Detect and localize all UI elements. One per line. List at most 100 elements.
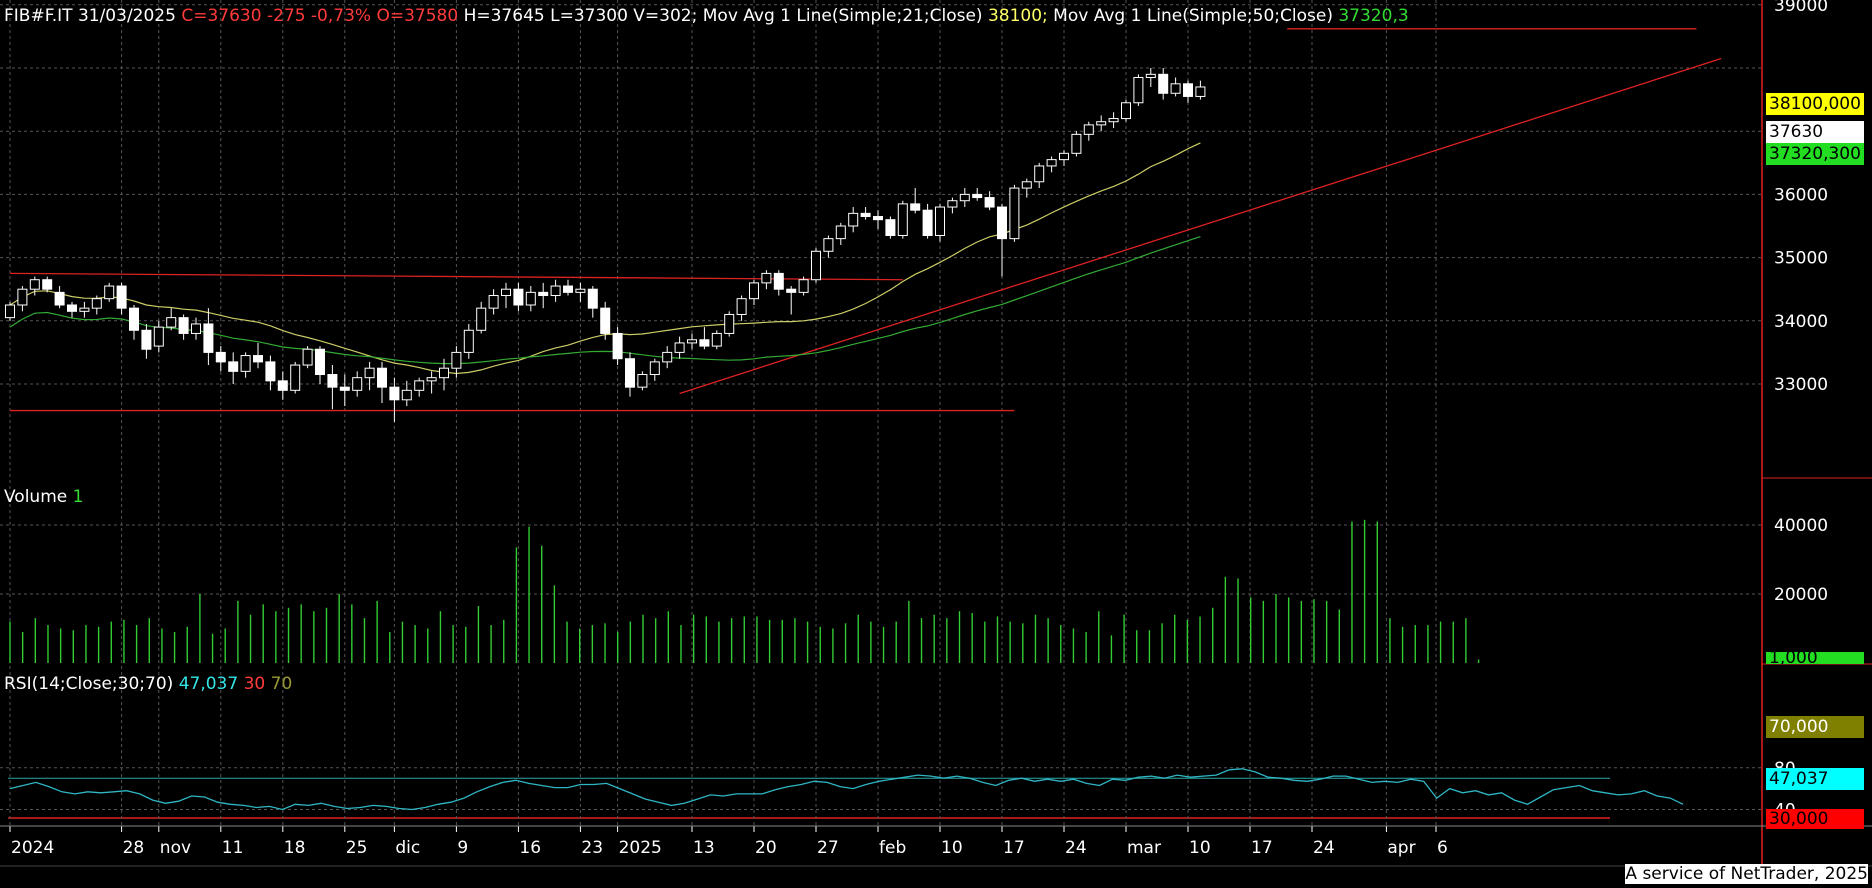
- quote-values: C=37630 -275 -0,73% O=37580: [181, 6, 459, 26]
- volume-header: Volume 1: [4, 487, 83, 507]
- candle-body: [1071, 133, 1082, 154]
- date-label: 24: [1313, 838, 1335, 858]
- candle-body: [228, 361, 239, 372]
- candle-body: [79, 307, 90, 312]
- date-label: 20: [755, 838, 777, 858]
- date-label: 24: [1065, 838, 1087, 858]
- footer-credit: A service of NetTrader, 2025: [1625, 864, 1868, 884]
- price-tick-label: 33000: [1774, 375, 1828, 395]
- hlv-values: H=37645 L=37300 V=302;: [463, 6, 698, 26]
- rsi-line: [9, 768, 1684, 811]
- candle-body: [724, 313, 735, 334]
- date-label: apr: [1387, 838, 1415, 858]
- candle-body: [1195, 86, 1206, 97]
- rsi-lo-level: 30: [243, 674, 266, 694]
- candle-body: [153, 326, 164, 347]
- candle-body: [885, 219, 896, 236]
- trend-line: [9, 272, 903, 281]
- candle-body: [364, 367, 375, 379]
- date-label: 10: [1189, 838, 1211, 858]
- candle-body: [191, 323, 201, 334]
- date-label: 28: [123, 838, 145, 858]
- candle-body: [811, 250, 821, 281]
- rsi-series-line: [9, 768, 1684, 811]
- rsi-value: 47,037: [178, 674, 239, 694]
- candle-body: [959, 193, 970, 202]
- candle-body: [550, 285, 561, 297]
- ma21-label: Mov Avg 1 Line(Simple;21;Close): [702, 6, 983, 26]
- candle-body: [798, 279, 809, 293]
- candle-body: [265, 361, 276, 382]
- candle-body: [935, 206, 945, 236]
- candle-body: [401, 389, 412, 401]
- candle-body: [414, 380, 425, 391]
- candle-body: [563, 285, 573, 293]
- candle-body: [1046, 159, 1057, 167]
- candle-body: [600, 307, 611, 334]
- candle-body: [1059, 152, 1069, 161]
- axis-labels: 3300034000350003600037000390002000040000…: [11, 0, 1828, 858]
- candle-body: [488, 295, 499, 309]
- candle-body: [1183, 83, 1193, 97]
- candle-body: [984, 197, 995, 208]
- candle-body: [451, 351, 462, 369]
- candle-body: [91, 298, 102, 309]
- candle-body: [327, 374, 338, 388]
- candle-body: [352, 377, 363, 391]
- date-label: 16: [519, 838, 541, 858]
- candle-body: [253, 355, 263, 363]
- candle-body: [1096, 121, 1107, 126]
- candle-body: [377, 367, 387, 388]
- date-label: 25: [346, 838, 368, 858]
- candle-body: [513, 288, 524, 306]
- date-label: 17: [1251, 838, 1273, 858]
- candle-body: [215, 351, 226, 363]
- ma21-value: 38100;: [987, 6, 1048, 26]
- rsi-value-badge: 47,037: [1766, 768, 1864, 790]
- candle-body: [786, 288, 797, 293]
- candle-body: [17, 288, 28, 306]
- date-label: 2024: [11, 838, 54, 858]
- candle-body: [575, 288, 586, 293]
- rsi-hi-badge: 70,000: [1766, 716, 1864, 738]
- date-label: 2025: [619, 838, 662, 858]
- candle-body: [501, 288, 511, 297]
- candle-body: [302, 348, 313, 366]
- ma21-badge: 38100,000: [1766, 93, 1864, 115]
- candle-body: [873, 216, 883, 221]
- candle-body: [662, 351, 673, 363]
- candle-body: [947, 200, 958, 208]
- price-tick-label: 39000: [1774, 0, 1828, 16]
- candle-body: [1009, 187, 1020, 240]
- candle-body: [104, 285, 115, 300]
- date-label: 9: [457, 838, 468, 858]
- candle-body: [67, 304, 77, 312]
- candle-body: [29, 279, 40, 290]
- date-label: 10: [941, 838, 963, 858]
- candle-body: [1158, 73, 1169, 94]
- volume-bars: [9, 519, 1480, 663]
- candle-body: [42, 279, 53, 290]
- candle-body: [674, 342, 685, 353]
- candle-body: [587, 288, 598, 309]
- candle-body: [525, 291, 536, 306]
- candle-body: [910, 203, 921, 211]
- date-label: 11: [222, 838, 244, 858]
- candle-body: [178, 317, 189, 334]
- candle-body: [848, 212, 859, 227]
- candle-body: [699, 339, 710, 347]
- candle-body: [922, 209, 933, 236]
- candle-body: [1145, 73, 1156, 78]
- price-header: FIB#F.IT 31/03/2025 C=37630 -275 -0,73% …: [4, 6, 1409, 26]
- rsi-hi-level: 70: [270, 674, 293, 694]
- candle-body: [761, 272, 772, 284]
- candle-body: [54, 291, 65, 306]
- candlestick-series: [5, 68, 1206, 422]
- candle-body: [476, 307, 487, 331]
- candle-body: [389, 386, 400, 401]
- candle-body: [1083, 124, 1094, 135]
- candle-body: [972, 193, 983, 199]
- candle-body: [612, 332, 623, 360]
- candle-body: [736, 298, 747, 315]
- candle-body: [1121, 102, 1131, 120]
